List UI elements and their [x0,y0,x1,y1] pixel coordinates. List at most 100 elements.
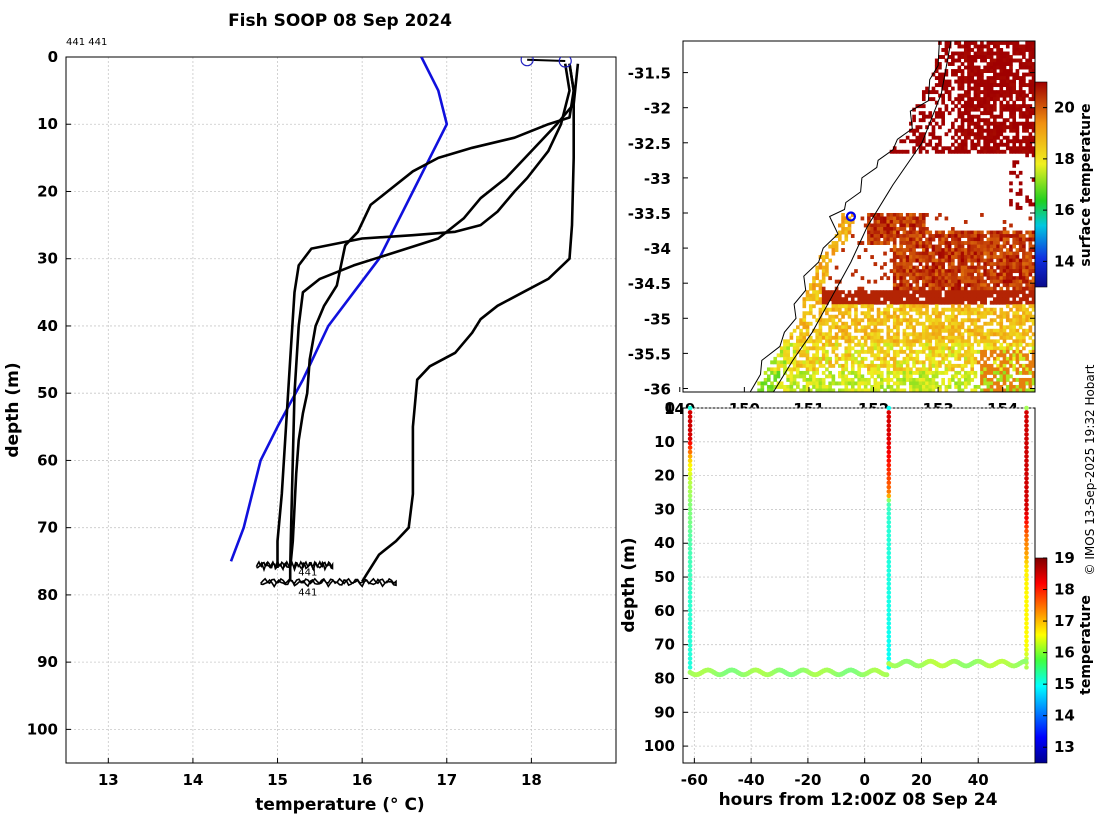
sst-cell [941,258,945,263]
sst-cell [989,339,994,344]
sst-cell [996,62,1000,66]
sst-cell [879,377,884,382]
sst-cell [986,100,991,105]
sst-cell [854,342,858,347]
sst-cell [941,146,945,151]
sst-cell [938,279,942,284]
sst-cell [954,363,958,368]
sst-cell [909,241,913,245]
sst-cell [986,142,991,147]
sst-cell [1022,279,1026,284]
sst-cell [918,258,923,263]
sst-cell [996,279,1000,284]
sst-cell [902,318,907,323]
sst-cell [999,48,1004,52]
sst-cell [925,300,929,305]
sst-cell [993,107,997,112]
sst-cell [993,132,997,137]
sst-cell [973,237,978,242]
sst-cell [1028,202,1033,207]
sst-cell [944,300,949,305]
sst-cell [976,121,981,126]
sst-cell [980,311,984,316]
sst-cell [957,258,962,263]
sst-cell [999,325,1004,330]
sst-cell [854,318,858,323]
sst-cell [1018,114,1023,119]
sst-cell [1025,318,1029,323]
sst-cell [902,339,907,344]
sst-cell [909,318,913,323]
sst-cell [879,234,884,238]
sst-cell [854,349,858,354]
sst-cell [976,139,981,144]
sst-cell [912,276,916,281]
sst-cell [999,121,1004,126]
sst-cell [993,121,997,126]
sst-cell [1018,86,1023,91]
sst-cell [996,283,1000,288]
sst-cell [1005,265,1010,270]
sst-cell [818,300,823,305]
sst-cell [963,339,968,344]
sst-cell [983,79,987,84]
sst-cell [983,135,987,140]
descent-2-point [886,616,892,622]
sst-cell [818,377,823,382]
sst-cell [980,248,984,252]
sst-cell [863,363,868,368]
sst-cell [876,370,881,375]
sst-cell [873,216,878,221]
sst-cell [844,293,849,298]
sst-cell [957,370,962,375]
sst-cell [786,367,790,372]
sst-cell [761,392,765,396]
sst-cell [873,300,878,305]
sst-cell [1025,286,1029,291]
sst-cell [921,367,926,372]
sst-cell [828,325,832,330]
sst-cell [1012,363,1017,368]
sst-cell [889,293,894,298]
sst-cell [825,353,829,358]
sst-cell [892,220,897,224]
sst-cell [1002,51,1007,56]
sst-cell [928,234,933,238]
sst-cell [873,241,878,245]
sst-cell [806,392,810,396]
sst-cell [912,307,916,312]
sst-cell [963,255,968,260]
profile-ytick-label: 60 [37,451,58,469]
sst-cell [873,339,878,344]
sst-cell [963,318,968,323]
sst-cell [1031,48,1035,52]
sst-cell [912,269,916,274]
sst-cell [770,388,774,392]
sst-cell [831,377,836,382]
sst-cell [947,293,952,298]
sst-cell [909,286,913,291]
sst-cell [870,230,874,235]
sst-cell [892,241,897,245]
sst-cell [847,307,852,312]
sst-cell [1002,276,1007,281]
descent-3-point [1024,634,1029,639]
sst-cell [867,234,871,238]
sst-cell [1018,283,1023,288]
sst-cell [1018,83,1023,88]
sst-cell [921,304,926,309]
sst-cell [944,58,949,63]
sst-cell [902,335,907,340]
sst-cell [928,230,933,235]
sst-cell [967,65,971,70]
profile-xtick-label: 16 [352,771,373,789]
map-ytick-label: -32.5 [628,135,671,153]
sst-cell [996,321,1000,326]
sst-cell [921,241,926,245]
sst-cell [963,251,968,256]
sst-cell [983,128,987,133]
sst-cell [773,374,778,379]
sst-cell [918,104,923,109]
sst-cell [1002,300,1007,305]
sst-cell [941,297,945,302]
